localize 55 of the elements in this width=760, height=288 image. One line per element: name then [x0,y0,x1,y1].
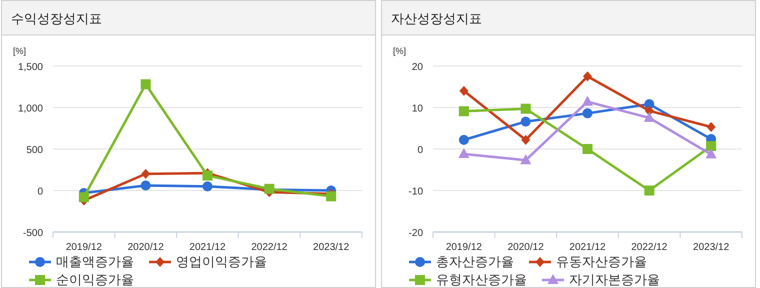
y-tick-label: 1,500 [18,62,44,73]
x-tick-label: 2022/12 [631,242,668,253]
legend-label: 유동자산증가율 [556,254,647,269]
chart-title: 수익성장성지표 [11,11,102,26]
legend-label: 유형자산증가율 [436,272,527,287]
point [140,180,151,191]
y-tick-label: -10 [408,186,424,198]
point [521,134,530,145]
x-tick-label: 2020/12 [508,242,544,253]
point [141,168,150,179]
point [78,192,89,202]
point [520,154,532,164]
x-tick-label: 2023/12 [313,242,350,253]
chart-title: 자산성장성지표 [391,11,482,26]
point [140,79,151,90]
point [458,148,470,158]
y-tick-label: 1,000 [18,104,44,114]
y-tick-label: 0 [417,145,424,156]
point [706,122,716,132]
point [520,104,531,114]
y-axis-title: [%] [13,46,26,56]
legend-label: 순이익증가율 [56,272,134,287]
point [644,186,654,196]
point [459,86,468,96]
point [582,108,592,118]
point [520,116,531,127]
point [202,181,212,192]
legend-label: 자기자본증가율 [569,272,660,287]
legend-label: 영업이익증가율 [176,254,267,269]
x-tick-label: 2022/12 [251,242,288,253]
point [202,170,212,181]
point [582,96,593,106]
y-tick-label: 500 [26,145,44,156]
point [706,141,716,152]
x-tick-label: 2019/12 [446,242,482,253]
point [458,106,469,116]
y-tick-label: 10 [412,104,424,114]
y-tick-label: -20 [408,228,424,239]
point [583,71,592,82]
point [706,148,717,158]
x-tick-label: 2023/12 [693,242,730,253]
legend-label: 매출액증가율 [56,254,134,269]
x-tick-label: 2021/12 [569,242,606,253]
x-tick-label: 2021/12 [189,242,226,253]
x-tick-label: 2019/12 [66,242,102,253]
point [582,144,592,154]
y-tick-label: -500 [22,228,44,239]
point [458,134,469,145]
x-tick-label: 2020/12 [128,242,164,253]
y-axis-title: [%] [393,46,406,56]
point [326,191,336,202]
legend-label: 총자산증가율 [436,254,514,269]
point [644,112,655,122]
y-tick-label: 20 [412,62,424,73]
y-tick-label: 0 [37,186,44,198]
